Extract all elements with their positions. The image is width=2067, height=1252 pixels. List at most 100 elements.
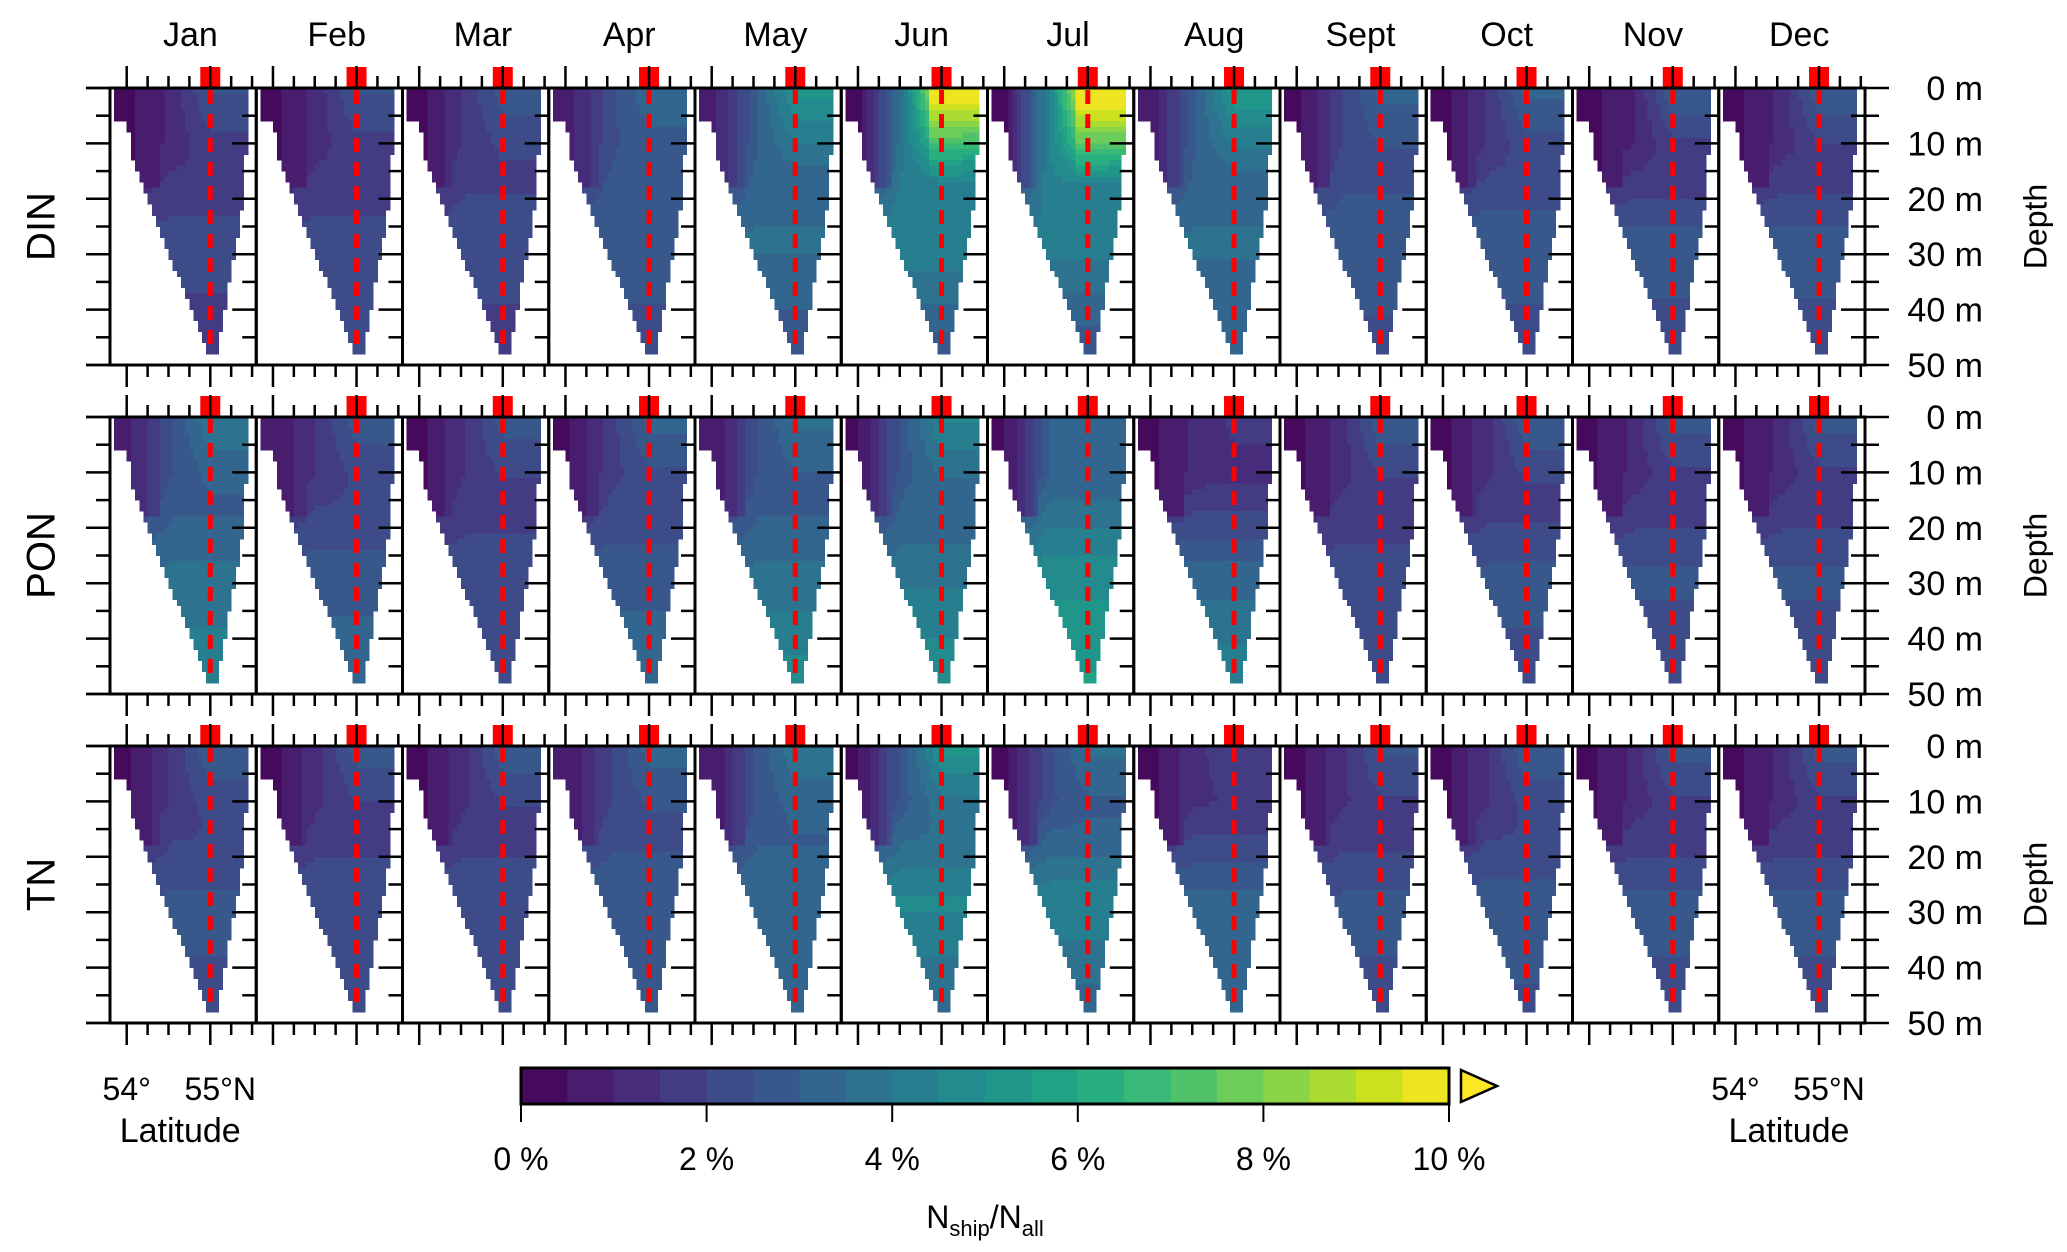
data-cell xyxy=(377,166,382,172)
data-cell xyxy=(616,116,621,122)
data-cell xyxy=(662,215,667,221)
data-cell xyxy=(173,166,178,172)
data-cell xyxy=(135,143,140,149)
data-cell xyxy=(194,299,199,305)
data-cell xyxy=(223,282,228,288)
data-cell xyxy=(457,193,462,199)
data-cell xyxy=(369,188,374,194)
data-cell xyxy=(327,271,332,277)
data-cell xyxy=(774,243,779,249)
data-cell xyxy=(277,110,282,116)
data-cell xyxy=(369,199,374,205)
data-cell xyxy=(139,94,144,100)
data-cell xyxy=(461,149,466,155)
data-cell xyxy=(323,260,328,266)
data-cell xyxy=(628,204,633,210)
data-cell xyxy=(444,143,449,149)
data-cell xyxy=(611,116,616,122)
data-cell xyxy=(812,154,817,160)
data-cell xyxy=(336,188,341,194)
data-cell xyxy=(586,138,591,144)
data-cell xyxy=(494,149,499,155)
data-cell xyxy=(816,166,821,172)
data-cell xyxy=(921,116,926,122)
data-cell xyxy=(716,99,721,105)
data-cell xyxy=(311,94,316,100)
data-cell xyxy=(670,221,675,227)
data-cell xyxy=(900,110,905,116)
data-cell xyxy=(181,143,186,149)
data-cell xyxy=(373,204,378,210)
data-cell xyxy=(708,110,713,116)
data-cell xyxy=(737,132,742,138)
data-cell xyxy=(369,149,374,155)
data-cell xyxy=(787,227,792,233)
data-cell xyxy=(135,149,140,155)
data-cell xyxy=(202,110,207,116)
data-cell xyxy=(666,276,671,282)
data-cell xyxy=(666,94,671,100)
data-cell xyxy=(143,171,148,177)
data-cell xyxy=(494,177,499,183)
data-cell xyxy=(620,193,625,199)
data-cell xyxy=(611,249,616,255)
data-cell xyxy=(774,127,779,133)
data-cell xyxy=(774,199,779,205)
data-cell xyxy=(240,204,245,210)
data-cell xyxy=(185,143,190,149)
data-cell xyxy=(131,121,136,127)
data-cell xyxy=(804,254,809,260)
data-cell xyxy=(227,132,232,138)
data-cell xyxy=(490,321,495,327)
data-cell xyxy=(804,171,809,177)
data-cell xyxy=(294,166,299,172)
data-cell xyxy=(754,199,759,205)
data-cell xyxy=(331,210,336,216)
data-cell xyxy=(156,188,161,194)
data-cell xyxy=(783,260,788,266)
data-cell xyxy=(327,94,332,100)
data-cell xyxy=(407,105,412,111)
data-cell xyxy=(662,232,667,238)
data-cell xyxy=(515,116,520,122)
data-cell xyxy=(290,105,295,111)
panel-din-jun xyxy=(841,66,987,387)
data-cell xyxy=(662,193,667,199)
data-cell xyxy=(369,271,374,277)
data-cell xyxy=(754,193,759,199)
data-cell xyxy=(657,227,662,233)
data-cell xyxy=(674,177,679,183)
data-cell xyxy=(164,121,169,127)
data-cell xyxy=(164,182,169,188)
data-cell xyxy=(804,215,809,221)
data-cell xyxy=(210,299,215,305)
data-cell xyxy=(662,265,667,271)
data-cell xyxy=(628,254,633,260)
data-cell xyxy=(678,160,683,166)
data-cell xyxy=(302,99,307,105)
data-cell xyxy=(323,171,328,177)
data-cell xyxy=(315,99,320,105)
data-cell xyxy=(164,149,169,155)
data-cell xyxy=(486,243,491,249)
data-cell xyxy=(419,110,424,116)
data-cell xyxy=(741,221,746,227)
data-cell xyxy=(448,160,453,166)
data-cell xyxy=(331,238,336,244)
data-cell xyxy=(465,265,470,271)
data-cell xyxy=(294,143,299,149)
data-cell xyxy=(164,238,169,244)
data-cell xyxy=(444,154,449,160)
data-cell xyxy=(139,149,144,155)
data-cell xyxy=(486,315,491,321)
data-cell xyxy=(670,94,675,100)
data-cell xyxy=(812,204,817,210)
data-cell xyxy=(511,127,516,133)
data-cell xyxy=(202,260,207,266)
data-cell xyxy=(561,94,566,100)
data-cell xyxy=(327,171,332,177)
data-cell xyxy=(177,160,182,166)
data-cell xyxy=(148,160,153,166)
data-cell xyxy=(799,132,804,138)
data-cell xyxy=(804,110,809,116)
